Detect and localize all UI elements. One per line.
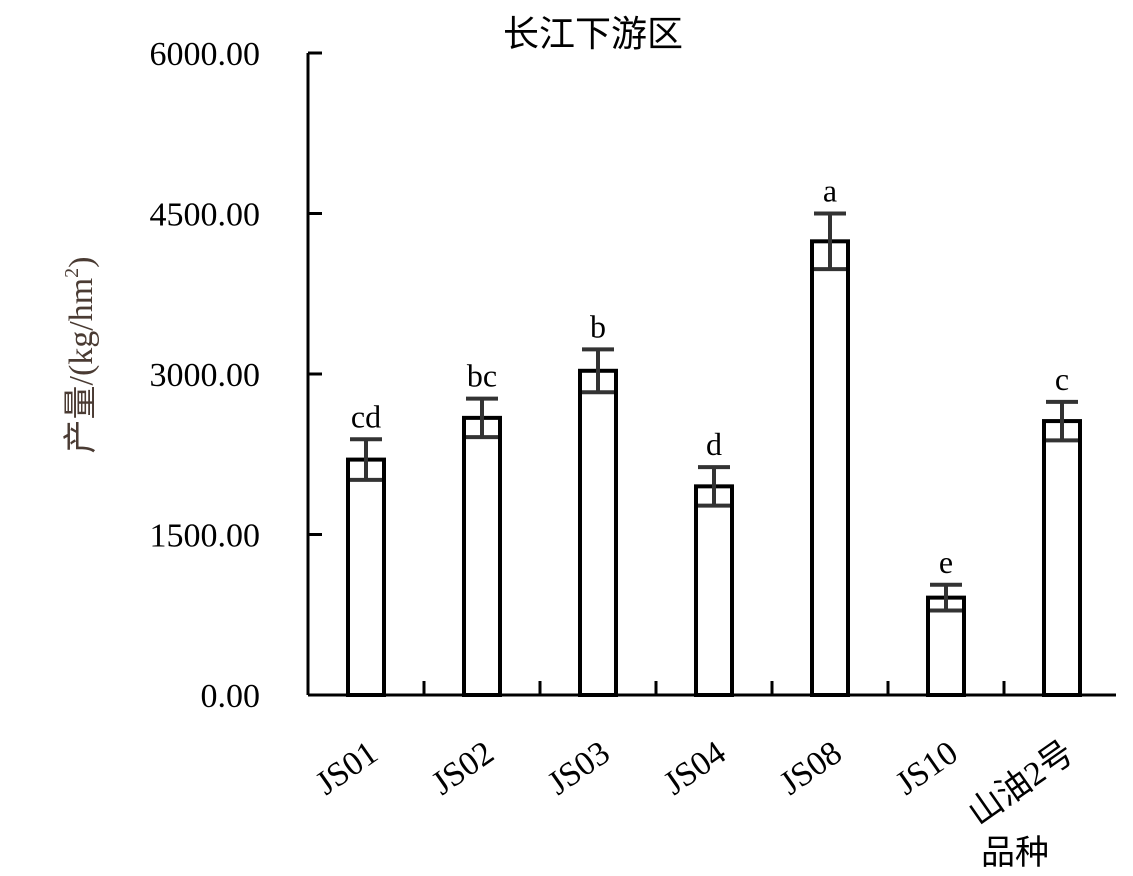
significance-label: d (706, 426, 722, 462)
bar-JS10 (926, 595, 966, 698)
bar-JS01 (346, 457, 386, 697)
x-tick-label: JS02 (425, 734, 500, 802)
bar-group (346, 239, 1082, 698)
error-bar (582, 347, 614, 395)
x-axis-label: 品种 (981, 835, 1049, 872)
bar-JS04 (694, 484, 734, 697)
chart-title: 长江下游区 (503, 14, 683, 54)
error-bar (350, 437, 382, 482)
y-tick-label: 6000.00 (150, 36, 261, 73)
x-tick-group (422, 681, 1006, 695)
y-tick-label: 4500.00 (150, 197, 261, 234)
bar-JS02 (462, 415, 502, 697)
error-bar (698, 465, 730, 508)
y-axis: 0.00 1500.00 3000.00 4500.00 6000.00 (150, 36, 322, 715)
y-tick-label: 1500.00 (150, 518, 261, 555)
error-bar (930, 582, 962, 613)
significance-label: c (1055, 361, 1069, 397)
y-axis-label: 产量/(kg/hm2) (61, 257, 100, 454)
x-tick-label: JS03 (541, 734, 616, 802)
error-bar (814, 211, 846, 272)
y-axis-label-superscript: 2 (61, 268, 83, 278)
y-tick-group: 0.00 1500.00 3000.00 4500.00 6000.00 (150, 36, 322, 715)
y-axis-label-close: ) (63, 257, 100, 268)
significance-label: bc (467, 358, 497, 394)
x-tick-label: 山油2号 (961, 733, 1080, 832)
significance-label-group: cd bc b d a e c (351, 173, 1069, 580)
significance-label: e (939, 544, 953, 580)
x-tick-label: JS04 (657, 734, 732, 802)
error-bar (1046, 399, 1078, 443)
significance-label: b (590, 308, 606, 344)
bar-山油2号 (1042, 419, 1082, 697)
significance-label: cd (351, 398, 381, 434)
bar-JS03 (578, 368, 618, 697)
error-bar (466, 396, 498, 440)
y-tick-label: 0.00 (201, 678, 261, 715)
significance-label: a (823, 173, 837, 209)
x-tick-label: JS10 (889, 734, 964, 802)
error-bar-group (350, 211, 1078, 613)
x-tick-label: JS01 (309, 734, 384, 802)
bar-JS08 (810, 239, 850, 697)
y-tick-label: 3000.00 (150, 357, 261, 394)
y-axis-label-base: 产量/(kg/hm (62, 278, 100, 454)
x-tick-label: JS08 (773, 734, 848, 802)
